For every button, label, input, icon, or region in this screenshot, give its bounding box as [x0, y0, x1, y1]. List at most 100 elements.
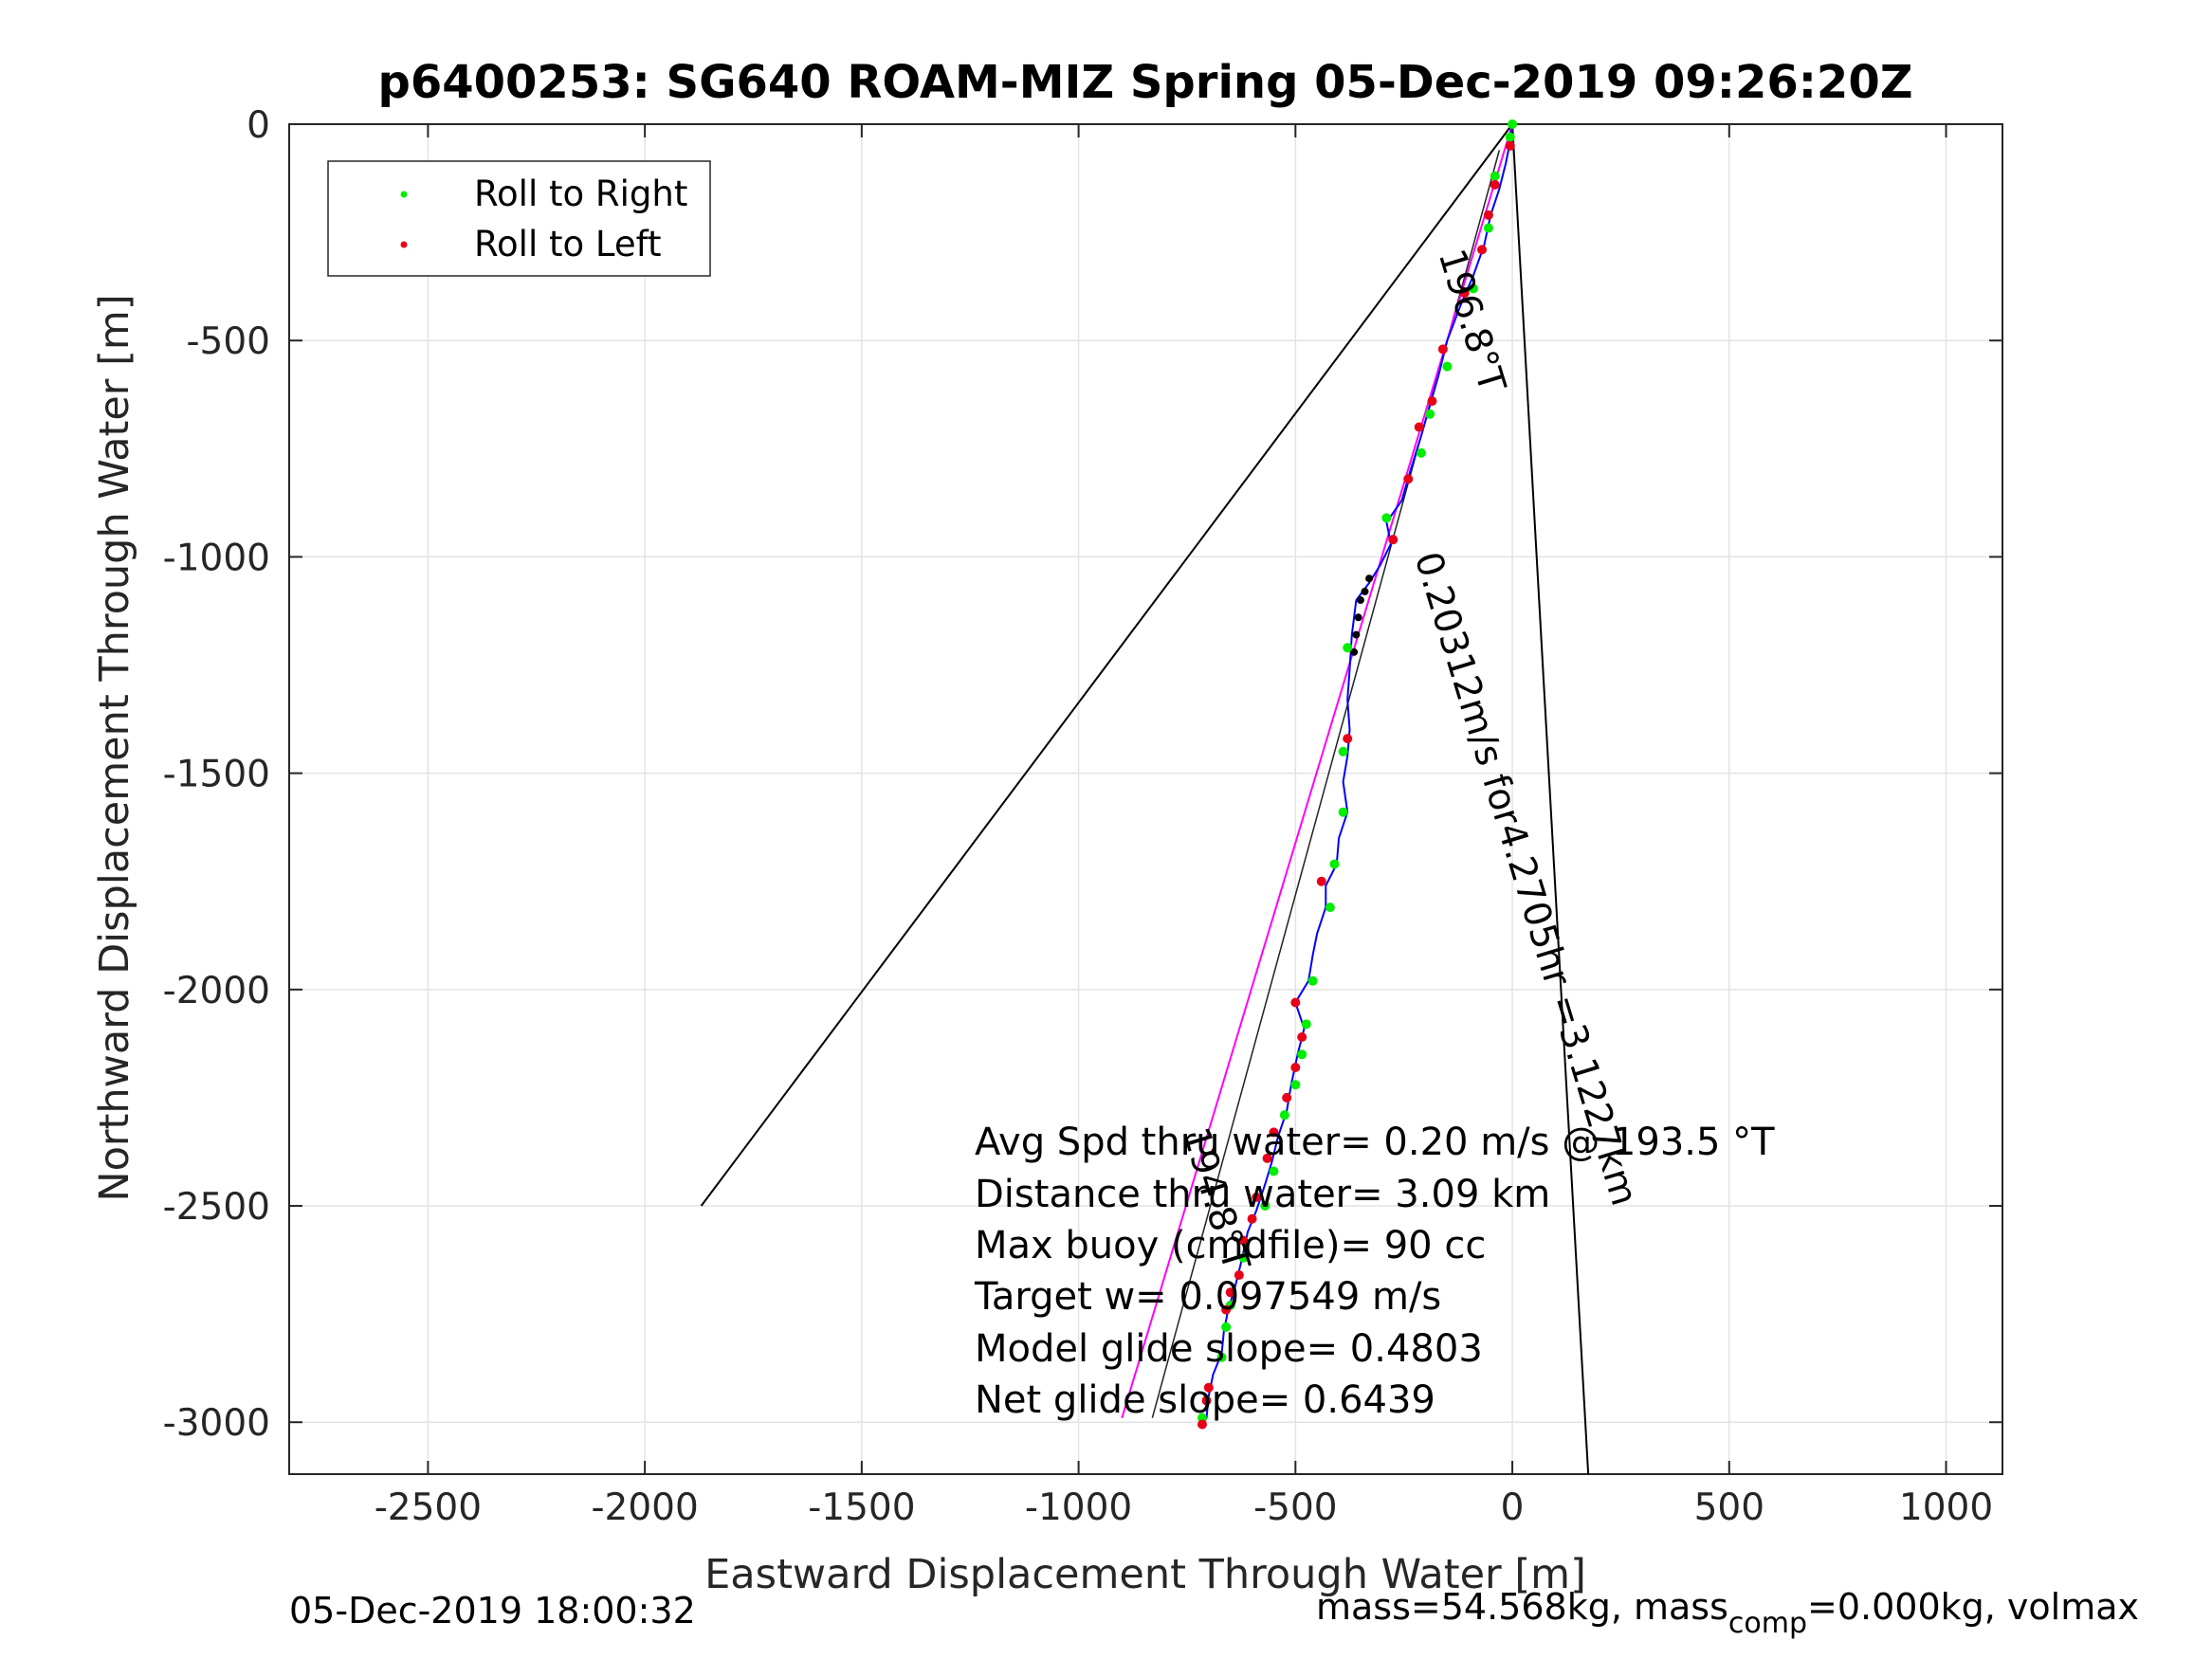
info-line: Distance thru water= 3.09 km — [975, 1173, 1550, 1216]
data-point-roll-right — [1301, 1019, 1311, 1030]
data-point-roll-left — [1262, 1153, 1272, 1163]
data-point-roll-left — [1269, 1127, 1279, 1138]
data-point-roll-left — [1316, 876, 1326, 886]
data-point-roll-right — [1238, 1252, 1249, 1263]
data-point-roll-left — [1201, 1395, 1212, 1406]
x-axis-label: Eastward Displacement Through Water [m] — [704, 1551, 1586, 1598]
legend-marker-roll-right — [400, 191, 408, 198]
y-tick-label: -2000 — [163, 970, 270, 1012]
data-point-roll-right — [1505, 132, 1515, 142]
data-point-roll-left — [1290, 1062, 1301, 1072]
data-point-roll-right — [1260, 1201, 1271, 1212]
x-tick-label: -1000 — [1025, 1486, 1132, 1529]
footer-mass-prefix: mass=54.568kg, mass — [1316, 1586, 1728, 1628]
data-point-roll-left — [1427, 396, 1437, 407]
info-line: Max buoy (cmdfile)= 90 cc — [975, 1224, 1486, 1267]
y-tick-label: -500 — [186, 320, 270, 363]
info-line: Model glide slope= 0.4803 — [975, 1327, 1483, 1371]
data-point-roll-left — [1483, 210, 1493, 220]
data-point-roll-right — [1297, 1049, 1307, 1060]
legend-label-roll-left: Roll to Left — [474, 224, 662, 264]
x-tick-label: -2500 — [375, 1486, 482, 1529]
data-point-roll-right — [1338, 807, 1348, 817]
data-point-roll-left — [1388, 535, 1398, 545]
y-tick-label: -3000 — [163, 1402, 270, 1445]
data-point-roll-left — [1437, 344, 1448, 355]
data-point-roll-left — [1197, 1419, 1207, 1430]
x-tick-label: 1000 — [1899, 1486, 1993, 1529]
legend-marker-roll-left — [400, 241, 408, 248]
y-tick-label: -1000 — [163, 537, 270, 579]
data-point-roll-left — [1290, 997, 1301, 1008]
data-point-roll-left — [1343, 734, 1353, 744]
info-line: Net glide slope= 0.6439 — [975, 1378, 1435, 1422]
legend: Roll to Right Roll to Left — [327, 160, 711, 277]
data-point-roll-right — [1221, 1322, 1232, 1332]
data-point-roll-left — [1505, 140, 1515, 151]
data-point-roll-right — [1508, 119, 1518, 129]
data-point-roll-right — [1425, 409, 1435, 419]
data-point-roll-left — [1203, 1382, 1214, 1393]
data-point-roll-right — [1381, 513, 1392, 523]
x-tick-label: -1500 — [808, 1486, 915, 1529]
data-point-roll-left — [1414, 422, 1424, 432]
data-point-roll-left — [1238, 1235, 1249, 1246]
data-point-roll-right — [1490, 171, 1500, 181]
data-point-roll-right — [1197, 1413, 1207, 1423]
y-tick-label: 0 — [247, 104, 270, 147]
info-line: Target w= 0.097549 m/s — [974, 1275, 1441, 1319]
plot-frame — [288, 123, 2003, 1475]
data-point-roll-left — [1234, 1270, 1244, 1281]
data-point-dark — [1356, 596, 1364, 605]
data-point-roll-right — [1216, 1352, 1227, 1362]
data-point-roll-right — [1329, 859, 1340, 869]
chart-title: p6400253: SG640 ROAM-MIZ Spring 05-Dec-2… — [377, 56, 1912, 109]
footer-mass-suffix: =0.000kg, volmax — [1807, 1586, 2139, 1628]
info-text-block: Avg Spd thru water= 0.20 m/s @ 193.5 °T … — [974, 1121, 1775, 1422]
footer-mass-subscript: comp — [1728, 1607, 1807, 1640]
data-point-roll-left — [1403, 474, 1414, 484]
data-point-roll-right — [1442, 361, 1453, 372]
data-point-roll-left — [1297, 1032, 1307, 1043]
data-point-dark — [1361, 587, 1369, 595]
data-point-roll-right — [1269, 1166, 1279, 1176]
data-point-roll-left — [1225, 1287, 1235, 1298]
data-point-dark — [1352, 630, 1361, 639]
data-point-roll-right — [1416, 447, 1426, 458]
data-point-roll-left — [1221, 1304, 1232, 1315]
data-point-roll-left — [1282, 1092, 1292, 1103]
data-point-dark — [1350, 647, 1359, 656]
bound-line-left — [700, 123, 1513, 1207]
bound-line-right — [1511, 123, 1590, 1475]
footer-mass: mass=54.568kg, masscomp=0.000kg, volmax — [1316, 1586, 2139, 1640]
x-tick-label: -500 — [1253, 1486, 1338, 1529]
data-point-roll-left — [1477, 245, 1488, 255]
x-tick-label: -2000 — [591, 1486, 698, 1529]
data-point-roll-right — [1338, 746, 1348, 757]
data-point-dark — [1354, 613, 1362, 622]
footer-timestamp: 05-Dec-2019 18:00:32 — [289, 1590, 696, 1632]
info-line: Avg Spd thru water= 0.20 m/s @ 193.5 °T — [975, 1121, 1775, 1164]
data-point-roll-right — [1279, 1110, 1289, 1121]
x-tick-label: 0 — [1501, 1486, 1525, 1529]
data-point-roll-right — [1290, 1080, 1301, 1090]
legend-box — [327, 160, 711, 277]
data-point-roll-left — [1490, 179, 1500, 190]
data-point-dark — [1365, 574, 1374, 583]
data-point-roll-right — [1307, 975, 1318, 986]
y-axis-label: Northward Displacement Through Water [m] — [91, 294, 138, 1201]
track-line — [1201, 123, 1514, 1428]
y-tick-label: -2500 — [163, 1186, 270, 1229]
data-point-roll-right — [1343, 643, 1353, 653]
x-tick-label: 500 — [1694, 1486, 1764, 1529]
data-point-roll-left — [1459, 288, 1470, 298]
legend-label-roll-right: Roll to Right — [474, 173, 687, 214]
data-point-roll-left — [1247, 1213, 1257, 1224]
data-point-roll-right — [1325, 902, 1335, 913]
y-tick-label: -1500 — [163, 754, 270, 796]
data-point-roll-right — [1468, 283, 1478, 294]
data-point-roll-right — [1483, 223, 1493, 233]
axes: -2500 -2000 -1500 -1000 -500 0 500 1000 0 -500 -10… — [163, 104, 2003, 1529]
data-point-roll-left — [1252, 1192, 1262, 1202]
